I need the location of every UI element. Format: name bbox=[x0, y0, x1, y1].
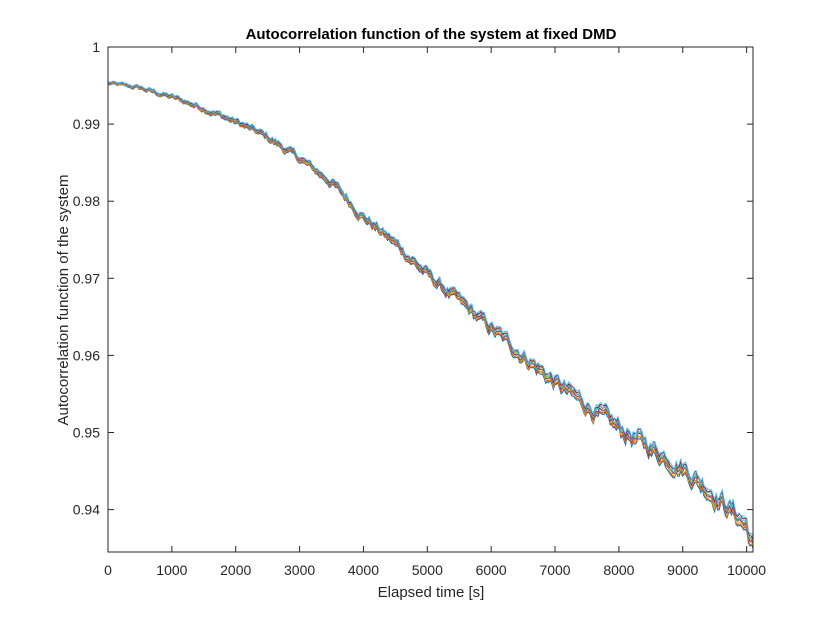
series-line-8 bbox=[107, 80, 754, 537]
series-group bbox=[107, 80, 754, 549]
plot-box bbox=[107, 46, 754, 553]
y-tick-label: 0.96 bbox=[73, 347, 100, 363]
x-tick-label: 3000 bbox=[284, 562, 315, 578]
y-tick-label: 1 bbox=[92, 39, 100, 55]
x-tick-label: 4000 bbox=[348, 562, 379, 578]
x-axis: 0 1000 2000 3000 4000 5000 6000 7000 8000 9000 100… bbox=[104, 47, 766, 578]
y-axis: 0.94 0.95 0.96 0.97 0.98 0.99 1 bbox=[73, 39, 753, 518]
y-tick-label: 0.97 bbox=[73, 270, 100, 286]
x-tick-label: 2000 bbox=[220, 562, 251, 578]
x-tick-label: 8000 bbox=[603, 562, 634, 578]
x-tick-label: 10000 bbox=[727, 562, 766, 578]
y-tick-label: 0.98 bbox=[73, 193, 100, 209]
x-axis-label: Elapsed time [s] bbox=[378, 584, 485, 601]
x-tick-label: 5000 bbox=[412, 562, 443, 578]
y-tick-label: 0.99 bbox=[73, 116, 100, 132]
y-tick-label: 0.95 bbox=[73, 424, 100, 440]
plot-area bbox=[108, 47, 753, 552]
x-tick-label: 6000 bbox=[476, 562, 507, 578]
x-tick-label: 1000 bbox=[156, 562, 187, 578]
x-tick-label: 0 bbox=[104, 562, 112, 578]
y-axis-label: Autocorrelation function of the system bbox=[55, 175, 72, 426]
chart-title: Autocorrelation function of the system a… bbox=[246, 26, 617, 43]
x-tick-label: 7000 bbox=[539, 562, 570, 578]
x-tick-label: 9000 bbox=[667, 562, 698, 578]
y-tick-label: 0.94 bbox=[73, 502, 100, 518]
